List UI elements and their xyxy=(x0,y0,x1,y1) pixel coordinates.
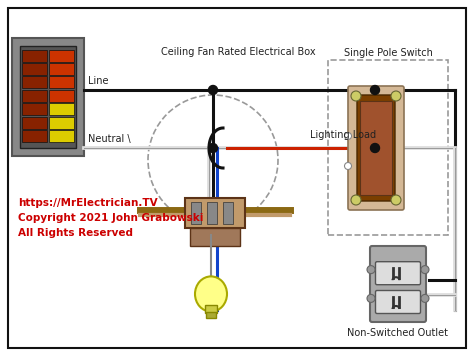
Bar xyxy=(185,198,245,228)
Text: Line: Line xyxy=(88,76,109,86)
Bar xyxy=(49,130,74,142)
Bar xyxy=(20,46,76,148)
Circle shape xyxy=(391,195,401,205)
Circle shape xyxy=(351,195,361,205)
FancyBboxPatch shape xyxy=(357,95,395,201)
Circle shape xyxy=(371,143,380,153)
Bar xyxy=(49,103,74,115)
Bar xyxy=(22,90,47,102)
Circle shape xyxy=(345,163,352,169)
FancyBboxPatch shape xyxy=(348,86,404,210)
Text: Single Pole Switch: Single Pole Switch xyxy=(344,48,432,58)
FancyBboxPatch shape xyxy=(375,290,420,313)
Circle shape xyxy=(367,294,375,302)
Ellipse shape xyxy=(195,277,227,312)
Bar xyxy=(22,76,47,88)
Circle shape xyxy=(421,294,429,302)
Text: Neutral \: Neutral \ xyxy=(88,134,131,144)
FancyBboxPatch shape xyxy=(375,262,420,285)
Bar xyxy=(49,76,74,88)
Bar xyxy=(207,202,217,224)
Circle shape xyxy=(209,86,218,94)
Bar xyxy=(22,117,47,129)
Bar xyxy=(360,101,392,195)
Bar xyxy=(206,312,216,318)
Circle shape xyxy=(421,266,429,274)
Bar xyxy=(12,38,84,156)
Circle shape xyxy=(371,86,380,94)
Text: https://MrElectrician.TV
Copyright 2021 John Grabowski
All Rights Reserved: https://MrElectrician.TV Copyright 2021 … xyxy=(18,198,203,237)
Bar xyxy=(191,202,201,224)
Circle shape xyxy=(345,132,352,140)
FancyBboxPatch shape xyxy=(370,246,426,322)
Bar xyxy=(223,202,233,224)
Bar xyxy=(205,305,217,313)
Text: Lighting Load: Lighting Load xyxy=(310,130,376,140)
Circle shape xyxy=(367,266,375,274)
Circle shape xyxy=(351,91,361,101)
Bar xyxy=(49,63,74,75)
Bar xyxy=(328,60,448,235)
Bar xyxy=(190,228,240,246)
Bar xyxy=(49,117,74,129)
Circle shape xyxy=(209,143,218,153)
Bar xyxy=(49,50,74,62)
Bar xyxy=(22,103,47,115)
Text: Non-Switched Outlet: Non-Switched Outlet xyxy=(347,328,448,338)
Text: Ceiling Fan Rated Electrical Box: Ceiling Fan Rated Electrical Box xyxy=(161,47,315,57)
Bar xyxy=(22,63,47,75)
Bar xyxy=(22,130,47,142)
Bar xyxy=(49,90,74,102)
Circle shape xyxy=(391,91,401,101)
Bar xyxy=(22,50,47,62)
